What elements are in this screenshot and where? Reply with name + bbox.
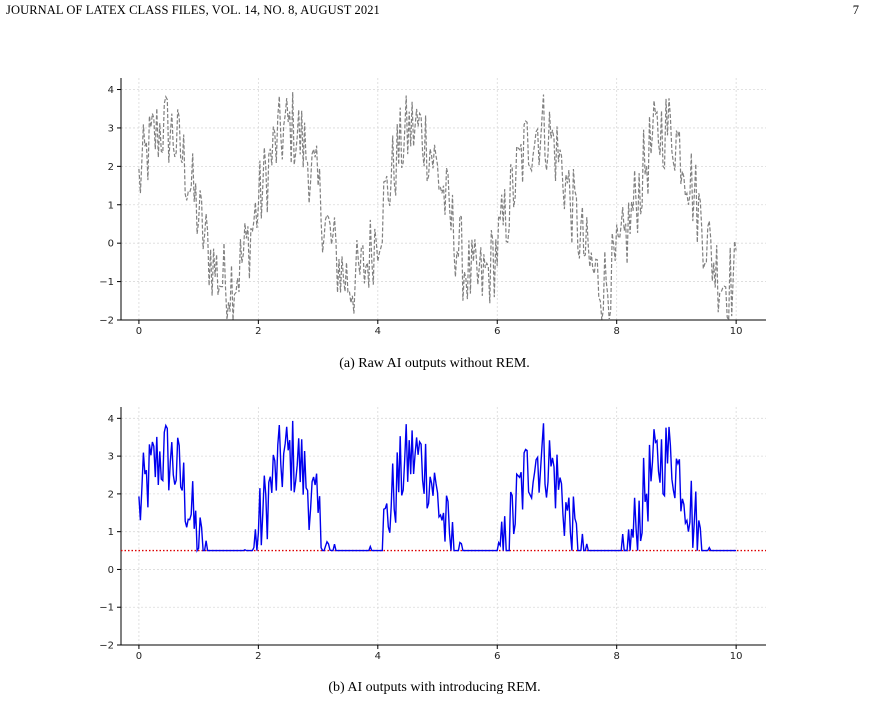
y-tick-label: −1 [99, 603, 114, 614]
x-tick-label: 6 [494, 326, 500, 337]
y-tick-label: 1 [108, 200, 114, 211]
y-tick-label: 0 [108, 239, 114, 250]
x-tick-label: 10 [730, 326, 743, 337]
x-tick-label: 2 [255, 326, 261, 337]
y-tick-label: −2 [99, 316, 114, 327]
y-tick-label: −1 [99, 277, 114, 288]
y-tick-label: 3 [108, 452, 114, 463]
x-tick-label: 0 [136, 651, 142, 662]
figure-raw-outputs: 0 2 4 6 8 10 −2 −1 0 1 2 3 4 [99, 78, 766, 337]
x-tick-label: 4 [375, 326, 381, 337]
y-tick-label: 2 [108, 162, 114, 173]
page-number: 7 [852, 3, 859, 17]
caption-a: (a) Raw AI outputs without REM. [339, 356, 530, 371]
x-tick-label: 0 [136, 326, 142, 337]
y-tick-label: 4 [108, 85, 114, 96]
x-tick-label: 8 [614, 651, 620, 662]
y-tick-label: 2 [108, 489, 114, 500]
x-tick-label: 4 [375, 651, 381, 662]
y-tick-label: 3 [108, 123, 114, 134]
journal-header: JOURNAL OF LATEX CLASS FILES, VOL. 14, N… [6, 3, 380, 17]
y-tick-label: 0 [108, 565, 114, 576]
x-tick-label: 10 [730, 651, 743, 662]
x-tick-label: 8 [614, 326, 620, 337]
rem-output-line [138, 420, 737, 553]
y-tick-label: 4 [108, 414, 114, 425]
caption-b: (b) AI outputs with introducing REM. [328, 680, 541, 695]
figure-rem-outputs: 0 2 4 6 8 10 −2 −1 0 1 2 3 4 [99, 407, 766, 662]
x-tick-label: 6 [494, 651, 500, 662]
y-tick-label: −2 [99, 641, 114, 652]
raw-output-line [138, 92, 737, 321]
x-tick-label: 2 [255, 651, 261, 662]
y-tick-label: 1 [108, 527, 114, 538]
